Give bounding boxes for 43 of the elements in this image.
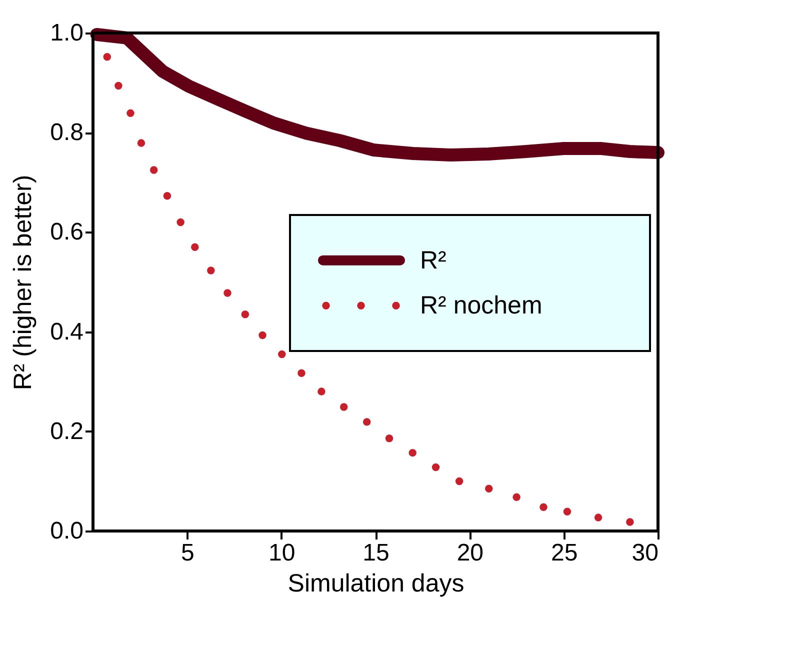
point	[340, 403, 348, 411]
point	[176, 218, 184, 226]
legend-label: R²	[420, 246, 446, 274]
point	[241, 310, 250, 318]
point	[278, 350, 286, 358]
point	[191, 243, 199, 252]
point	[408, 448, 416, 457]
x-tick-label: 30	[632, 540, 658, 566]
x-tick-label: 15	[362, 540, 390, 566]
x-axis-title: Simulation days	[288, 570, 464, 598]
point	[626, 518, 634, 526]
point	[126, 109, 134, 118]
point	[512, 493, 520, 501]
point	[258, 331, 266, 340]
y-tick-label: 0.6	[50, 218, 84, 246]
legend-label: R² nochem	[420, 292, 542, 320]
y-tick-label: 0.8	[50, 119, 84, 146]
y-tick-label: 0.4	[50, 318, 84, 346]
point	[224, 289, 232, 297]
y-tick-label: 0.2	[50, 418, 84, 445]
point	[455, 477, 464, 486]
point	[163, 192, 172, 200]
point	[540, 503, 548, 511]
point	[594, 514, 602, 522]
point	[563, 508, 572, 516]
point	[485, 484, 493, 493]
x-tick-label: 10	[268, 540, 296, 566]
point	[150, 166, 158, 174]
point	[103, 53, 111, 61]
point	[137, 139, 146, 147]
point	[114, 82, 122, 90]
x-tick-label: 20	[456, 540, 484, 566]
point	[318, 388, 326, 396]
y-axis-title: R² (higher is better)	[9, 174, 38, 390]
point	[298, 369, 306, 377]
point	[362, 418, 371, 426]
x-tick-label: 25	[550, 540, 578, 566]
point	[432, 463, 440, 472]
x-tick-label: 5	[180, 540, 194, 566]
point	[207, 266, 215, 274]
y-tick-label: 0.0	[50, 518, 84, 544]
point	[385, 434, 394, 442]
y-tick-label: 1.0	[50, 20, 84, 46]
